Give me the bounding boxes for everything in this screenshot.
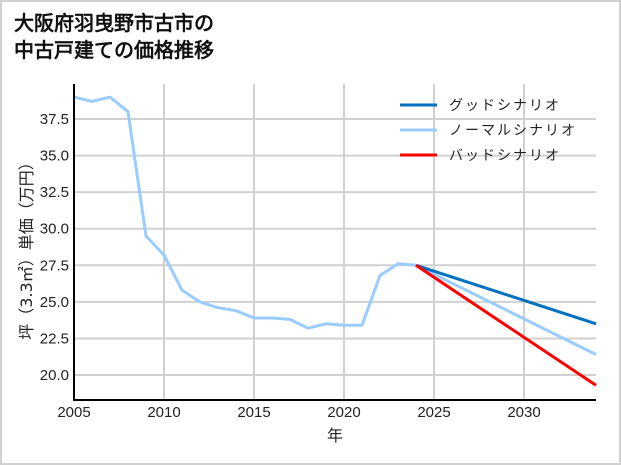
y-tick-label: 25.0 xyxy=(40,294,69,311)
x-tick-label: 2005 xyxy=(57,404,90,421)
y-tick-label: 35.0 xyxy=(40,148,69,165)
x-tick-label: 2015 xyxy=(237,404,270,421)
series-line-0 xyxy=(73,95,597,356)
y-axis-label: 坪（3.3㎡）単価（万円） xyxy=(17,154,36,339)
legend-label: ノーマルシナリオ xyxy=(449,123,577,139)
x-tick-label: 2030 xyxy=(507,404,540,421)
series-lines xyxy=(73,95,597,387)
x-tick-label: 2020 xyxy=(327,404,360,421)
y-tick-label: 30.0 xyxy=(40,221,69,238)
legend-label: バッドシナリオ xyxy=(449,148,561,164)
x-axis-label: 年 xyxy=(327,426,343,445)
x-tick-label: 2025 xyxy=(417,404,450,421)
grid-lines xyxy=(74,84,596,400)
x-tick-label: 2010 xyxy=(147,404,180,421)
chart-title-line-1: 大阪府羽曳野市古市の xyxy=(14,11,214,35)
y-tick-label: 22.5 xyxy=(40,330,69,347)
y-tick-label: 20.0 xyxy=(40,367,69,384)
chart-title-line-2: 中古戸建ての価格推移 xyxy=(14,38,214,62)
series-line-2 xyxy=(415,264,597,387)
chart-title: 大阪府羽曳野市古市の 中古戸建ての価格推移 xyxy=(14,10,214,64)
tick-labels: 2005 2010 2015 2020 2025 2030 20.0 22.5 25.0 27.5… xyxy=(40,111,541,421)
y-tick-label: 27.5 xyxy=(40,257,69,274)
y-tick-label: 32.5 xyxy=(40,184,69,201)
axes xyxy=(73,84,596,401)
legend-label: グッドシナリオ xyxy=(449,98,561,114)
series-line-1 xyxy=(415,263,597,326)
y-tick-label: 37.5 xyxy=(40,111,69,128)
